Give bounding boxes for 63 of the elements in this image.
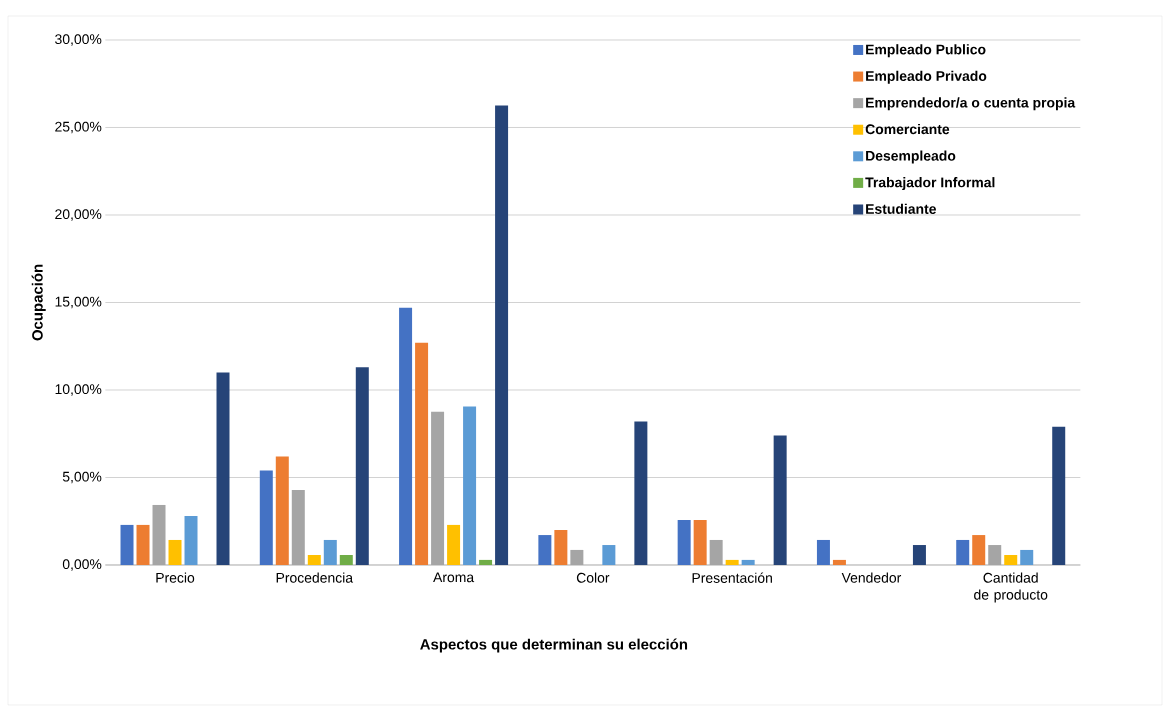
bar (634, 421, 648, 565)
bar (912, 545, 926, 565)
bar (323, 539, 337, 565)
y-tick-label: 20,00% (55, 209, 102, 221)
bar (709, 539, 723, 565)
bar (120, 524, 134, 565)
bar (168, 539, 182, 565)
bar (184, 515, 198, 565)
y-tick-label: 5,00% (62, 471, 102, 484)
legend-label: Trabajador Informal (865, 177, 995, 191)
x-tick-label: Procedencia (276, 572, 354, 583)
x-tick-label: Precio (156, 572, 195, 583)
bar (773, 435, 787, 565)
legend-label: Comerciante (865, 123, 950, 135)
bar (259, 470, 273, 565)
bar (291, 489, 305, 565)
bar (570, 549, 584, 565)
x-tick-label: Color (576, 572, 610, 583)
legend-label: Desempleado (866, 150, 956, 164)
bar (956, 539, 970, 565)
bar (415, 342, 429, 565)
x-tick-label: Presentación (692, 572, 772, 583)
bar (447, 524, 461, 565)
bar (355, 367, 369, 565)
legend-label: Emprendedor/a o cuenta propia (866, 97, 1076, 111)
bar (677, 520, 691, 565)
bar (816, 539, 830, 565)
bar (495, 105, 509, 565)
bar (1052, 426, 1066, 565)
bar (136, 524, 150, 565)
y-tick-label: 15,00% (55, 296, 102, 309)
bar (1020, 549, 1034, 565)
x-tick-label: Aroma (433, 572, 475, 583)
bar (832, 559, 846, 565)
y-tick-label: 25,00% (55, 121, 102, 134)
x-tick-label: Cantidad de producto (974, 572, 1048, 603)
bar (152, 504, 166, 565)
bar (1004, 555, 1018, 565)
legend-label: Empleado Publico (866, 44, 986, 58)
bar (479, 559, 493, 565)
bar (431, 411, 445, 565)
x-tick-label: Vendedor (841, 572, 902, 583)
bar (693, 520, 707, 565)
bar (307, 555, 321, 565)
bar (741, 559, 755, 565)
bar (725, 559, 739, 565)
bar (554, 529, 568, 565)
legend-label: Estudiante (866, 203, 936, 214)
y-tick-label: 30,00% (55, 34, 102, 46)
bar (463, 406, 477, 565)
bar (602, 545, 616, 565)
bar (339, 555, 353, 565)
y-tick-label: 10,00% (55, 384, 102, 396)
bar (275, 456, 289, 565)
bar (972, 535, 986, 565)
bar (399, 307, 413, 565)
y-tick-label: 0,00% (62, 559, 102, 571)
bar (538, 535, 552, 565)
y-axis-title: Ocupación (31, 264, 46, 341)
x-axis-title: Aspectos que determinan su elección (420, 638, 688, 653)
bar (988, 545, 1002, 565)
legend-label: Empleado Privado (866, 70, 987, 84)
bar (216, 372, 230, 565)
